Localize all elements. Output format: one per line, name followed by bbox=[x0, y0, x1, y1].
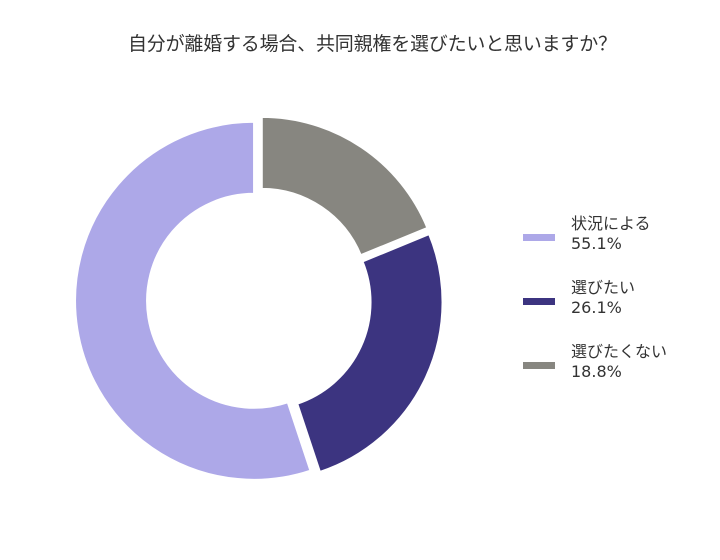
legend-swatch bbox=[523, 362, 555, 369]
legend-item-want[interactable]: 選びたい 26.1% bbox=[523, 278, 713, 342]
legend-swatch bbox=[523, 298, 555, 305]
legend-value: 26.1% bbox=[571, 298, 622, 317]
legend-value: 55.1% bbox=[571, 234, 622, 253]
donut-segment-dont-want[interactable] bbox=[260, 115, 429, 257]
legend-label: 選びたくない bbox=[571, 342, 668, 361]
chart-title: 自分が離婚する場合、共同親権を選びたいと思いますか？ bbox=[128, 33, 617, 55]
legend-swatch bbox=[523, 234, 555, 241]
legend-item-dont-want[interactable]: 選びたくない 18.8% bbox=[523, 342, 713, 406]
legend-label: 選びたい bbox=[571, 278, 636, 297]
legend-label: 状況による bbox=[571, 214, 651, 233]
legend-value: 18.8% bbox=[571, 362, 622, 381]
donut-segment-want[interactable] bbox=[295, 232, 444, 474]
legend-item-situational[interactable]: 状況による 55.1% bbox=[523, 214, 713, 278]
legend: 状況による 55.1% 選びたい 26.1% 選びたくない 18.8% bbox=[523, 214, 713, 406]
donut-segment-situational[interactable] bbox=[74, 120, 312, 481]
